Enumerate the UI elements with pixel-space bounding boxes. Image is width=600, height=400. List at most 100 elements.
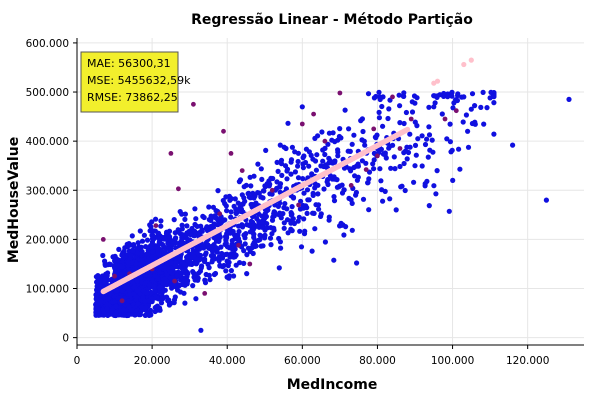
observed-point: [248, 201, 254, 208]
observed-point: [113, 303, 119, 310]
observed-point: [268, 242, 274, 248]
observed-point: [449, 89, 455, 95]
observed-point: [95, 273, 101, 279]
observed-point: [225, 262, 231, 268]
observed-point: [147, 222, 153, 228]
observed-point: [167, 275, 173, 281]
observed-point: [484, 105, 490, 111]
observed-point: [322, 239, 328, 245]
observed-point: [331, 257, 337, 263]
observed-point: [236, 207, 242, 213]
observed-point: [188, 232, 194, 238]
observed-point: [456, 146, 462, 152]
x-axis-label: MedIncome: [287, 377, 378, 393]
observed-point: [543, 197, 550, 203]
observed-point: [288, 171, 294, 177]
observed-point: [415, 136, 421, 142]
observed-point: [116, 246, 122, 252]
observed-point: [150, 254, 156, 260]
observed-point: [143, 244, 149, 250]
observed-point: [349, 141, 355, 147]
test-point: [202, 291, 208, 296]
observed-point: [429, 137, 435, 143]
observed-point: [404, 156, 410, 162]
observed-point: [310, 192, 316, 198]
observed-point: [290, 216, 296, 222]
observed-point: [144, 237, 151, 243]
predicted-point: [468, 57, 474, 63]
observed-point: [156, 240, 162, 246]
observed-point: [398, 184, 404, 190]
observed-point: [378, 146, 384, 152]
observed-point: [362, 142, 368, 148]
observed-point: [171, 217, 177, 223]
observed-point: [147, 307, 154, 313]
observed-point: [179, 226, 185, 232]
observed-point: [143, 304, 149, 311]
test-point: [112, 273, 117, 279]
observed-point: [162, 264, 168, 270]
observed-point: [359, 137, 365, 143]
observed-point: [240, 224, 246, 230]
observed-point: [472, 119, 478, 125]
observed-point: [115, 257, 121, 263]
test-point: [363, 167, 369, 173]
observed-point: [255, 161, 261, 167]
observed-point: [315, 191, 321, 197]
observed-point: [209, 248, 216, 254]
observed-point: [246, 222, 252, 228]
observed-point: [335, 149, 341, 155]
observed-point: [153, 216, 159, 222]
observed-point: [327, 158, 333, 164]
observed-point: [377, 94, 383, 100]
observed-point: [313, 202, 319, 208]
x-axis-ticks: 0 20.000 40.000 60.000 80.000 100.000 120.000: [74, 345, 549, 367]
observed-point: [202, 280, 209, 286]
observed-point: [463, 112, 469, 118]
observed-point: [324, 179, 330, 185]
observed-point: [148, 289, 154, 295]
observed-point: [210, 223, 216, 229]
observed-point: [258, 194, 264, 200]
observed-point: [262, 183, 268, 189]
observed-point: [258, 166, 264, 172]
observed-point: [390, 142, 396, 148]
observed-point: [284, 176, 290, 182]
test-point: [375, 153, 380, 159]
observed-point: [277, 181, 284, 187]
y-tick-label-1: 100.000: [26, 284, 69, 296]
observed-point: [122, 245, 128, 251]
test-point: [348, 183, 354, 188]
observed-point: [223, 238, 229, 244]
observed-point: [376, 115, 382, 121]
observed-point: [274, 159, 280, 165]
predicted-point: [404, 126, 411, 133]
observed-point: [426, 124, 432, 130]
observed-point: [113, 311, 119, 317]
observed-point: [447, 139, 453, 145]
observed-point: [190, 251, 196, 257]
observed-point: [176, 229, 182, 236]
observed-point: [282, 163, 289, 169]
observed-point: [353, 189, 359, 196]
observed-point: [382, 188, 388, 194]
observed-point: [329, 137, 335, 143]
observed-point: [322, 151, 328, 158]
observed-point: [259, 220, 265, 226]
observed-point: [187, 261, 193, 267]
observed-point: [351, 132, 357, 138]
observed-point: [391, 154, 397, 160]
observed-point: [349, 227, 355, 233]
observed-point: [326, 217, 332, 223]
metrics-box: [80, 51, 179, 113]
observed-point: [259, 176, 265, 182]
observed-point: [465, 144, 472, 150]
observed-point: [261, 188, 267, 194]
observed-point: [113, 288, 119, 294]
test-point: [397, 146, 403, 151]
observed-point: [95, 306, 101, 312]
observed-point: [269, 231, 275, 237]
observed-point: [193, 216, 199, 222]
observed-point: [455, 91, 461, 97]
observed-point: [121, 312, 127, 318]
